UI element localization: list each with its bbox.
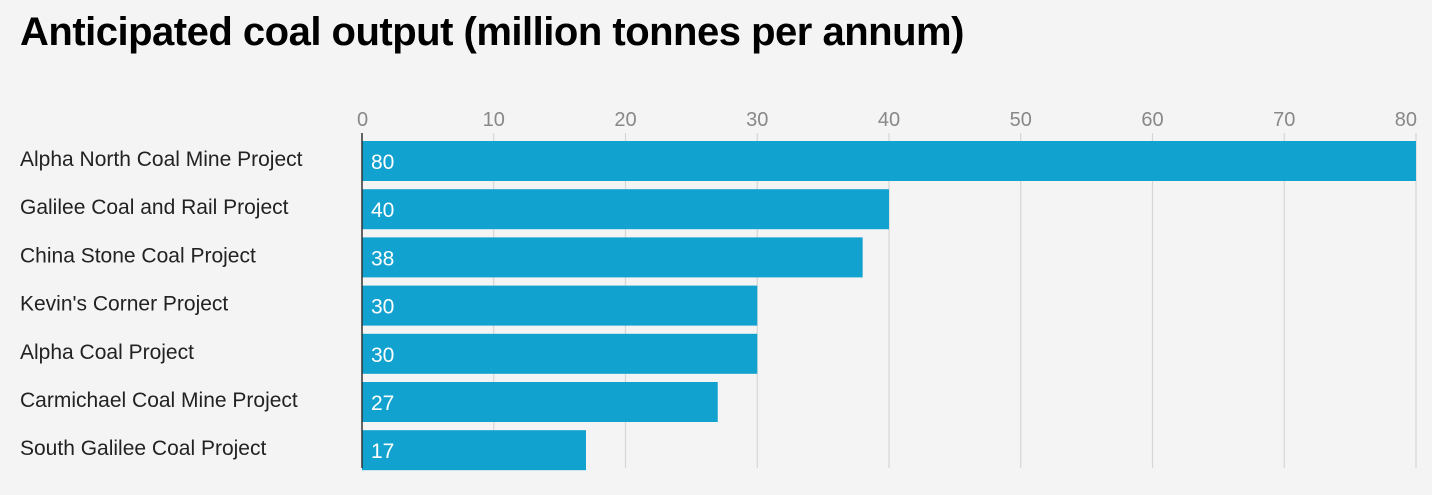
x-axis-ticks: 0 10 20 30 40 50 60 70 80 — [357, 109, 1417, 131]
bar-value-label-5: 27 — [371, 392, 394, 415]
x-tick-label-30: 30 — [746, 109, 768, 131]
bar-value-label-3: 30 — [371, 296, 394, 319]
category-labels: Alpha North Coal Mine Project Galilee Coa… — [20, 148, 303, 460]
x-tick-label-0: 0 — [357, 109, 368, 131]
x-tick-label-40: 40 — [878, 109, 900, 131]
category-label-3: Kevin's Corner Project — [20, 293, 228, 316]
x-tick-label-80: 80 — [1395, 109, 1417, 131]
bar-2 — [362, 237, 863, 278]
bar-1 — [362, 189, 889, 230]
bar-value-label-1: 40 — [371, 199, 394, 222]
category-label-1: Galilee Coal and Rail Project — [20, 196, 289, 219]
x-tick-label-10: 10 — [483, 109, 505, 131]
bar-4 — [362, 333, 758, 374]
bar-0 — [362, 141, 1416, 181]
x-tick-label-50: 50 — [1010, 109, 1032, 131]
bar-3 — [362, 285, 758, 326]
bars: 80 40 38 30 30 27 17 — [362, 141, 1416, 471]
category-label-4: Alpha Coal Project — [20, 341, 194, 364]
bar-value-label-4: 30 — [371, 344, 394, 367]
category-label-0: Alpha North Coal Mine Project — [20, 148, 303, 171]
x-tick-label-70: 70 — [1273, 109, 1295, 131]
bar-value-label-0: 80 — [371, 151, 394, 174]
category-label-2: China Stone Coal Project — [20, 244, 256, 267]
bar-value-label-6: 17 — [371, 440, 394, 463]
x-tick-label-60: 60 — [1141, 109, 1163, 131]
bar-5 — [362, 382, 718, 422]
bar-6 — [362, 430, 586, 471]
category-label-6: South Galilee Coal Project — [20, 437, 266, 460]
x-tick-label-20: 20 — [614, 109, 636, 131]
category-label-5: Carmichael Coal Mine Project — [20, 389, 298, 412]
chart-title: Anticipated coal output (million tonnes … — [20, 10, 964, 54]
bar-value-label-2: 38 — [371, 247, 394, 270]
